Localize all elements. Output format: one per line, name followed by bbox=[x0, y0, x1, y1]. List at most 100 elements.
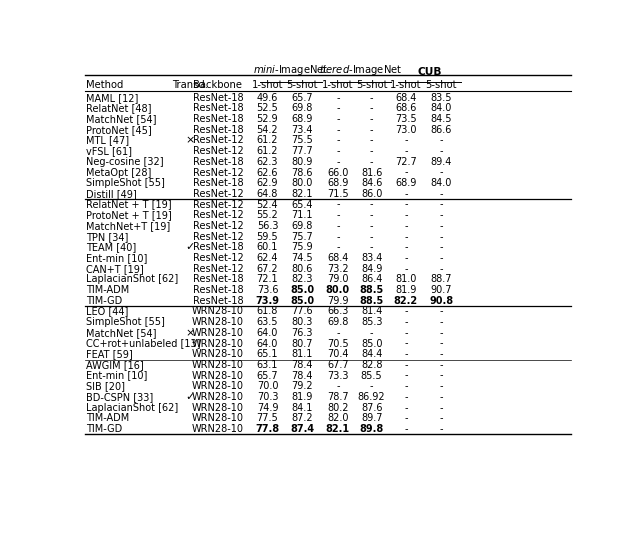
Text: -: - bbox=[370, 103, 373, 114]
Text: -: - bbox=[439, 200, 443, 210]
Text: -: - bbox=[404, 360, 408, 370]
Text: 80.7: 80.7 bbox=[291, 338, 313, 349]
Text: -: - bbox=[439, 424, 443, 434]
Text: 64.8: 64.8 bbox=[257, 189, 278, 199]
Text: CAN+T [19]: CAN+T [19] bbox=[86, 264, 144, 274]
Text: 5-shot: 5-shot bbox=[356, 80, 387, 90]
Text: ResNet-18: ResNet-18 bbox=[193, 274, 243, 285]
Text: 70.3: 70.3 bbox=[257, 392, 278, 402]
Text: -: - bbox=[404, 221, 408, 231]
Text: ResNet-18: ResNet-18 bbox=[193, 285, 243, 295]
Text: 89.4: 89.4 bbox=[431, 157, 452, 167]
Text: FEAT [59]: FEAT [59] bbox=[86, 349, 132, 359]
Text: -: - bbox=[439, 136, 443, 145]
Text: -: - bbox=[336, 381, 340, 391]
Text: -: - bbox=[336, 200, 340, 210]
Text: ResNet-18: ResNet-18 bbox=[193, 114, 243, 124]
Text: -: - bbox=[404, 424, 408, 434]
Text: 70.5: 70.5 bbox=[327, 338, 349, 349]
Text: -: - bbox=[336, 232, 340, 242]
Text: 81.1: 81.1 bbox=[292, 349, 313, 359]
Text: ResNet-12: ResNet-12 bbox=[193, 210, 243, 220]
Text: ProtoNet + T [19]: ProtoNet + T [19] bbox=[86, 210, 172, 220]
Text: 86.0: 86.0 bbox=[361, 189, 382, 199]
Text: 86.6: 86.6 bbox=[431, 125, 452, 134]
Text: -: - bbox=[439, 232, 443, 242]
Text: 84.1: 84.1 bbox=[292, 402, 313, 413]
Text: -: - bbox=[439, 392, 443, 402]
Text: -: - bbox=[404, 200, 408, 210]
Text: -: - bbox=[404, 328, 408, 338]
Text: 73.6: 73.6 bbox=[257, 285, 278, 295]
Text: 84.5: 84.5 bbox=[430, 114, 452, 124]
Text: -: - bbox=[404, 264, 408, 274]
Text: 86.4: 86.4 bbox=[361, 274, 382, 285]
Text: Neg-cosine [32]: Neg-cosine [32] bbox=[86, 157, 164, 167]
Text: Transd.: Transd. bbox=[172, 80, 208, 90]
Text: -: - bbox=[336, 210, 340, 220]
Text: TIM-GD: TIM-GD bbox=[86, 296, 122, 306]
Text: -: - bbox=[439, 381, 443, 391]
Text: -: - bbox=[439, 402, 443, 413]
Text: 77.5: 77.5 bbox=[257, 413, 278, 423]
Text: -: - bbox=[404, 253, 408, 263]
Text: 70.4: 70.4 bbox=[327, 349, 349, 359]
Text: MAML [12]: MAML [12] bbox=[86, 93, 138, 103]
Text: ResNet-12: ResNet-12 bbox=[193, 264, 243, 274]
Text: $\mathit{mini}$-ImageNet: $\mathit{mini}$-ImageNet bbox=[253, 63, 329, 77]
Text: 78.6: 78.6 bbox=[291, 167, 313, 178]
Text: 83.5: 83.5 bbox=[430, 93, 452, 103]
Text: SimpleShot [55]: SimpleShot [55] bbox=[86, 178, 165, 188]
Text: 88.7: 88.7 bbox=[430, 274, 452, 285]
Text: 55.2: 55.2 bbox=[257, 210, 278, 220]
Text: 75.5: 75.5 bbox=[291, 136, 313, 145]
Text: 65.7: 65.7 bbox=[291, 93, 313, 103]
Text: 68.9: 68.9 bbox=[395, 178, 417, 188]
Text: 85.0: 85.0 bbox=[290, 296, 314, 306]
Text: -: - bbox=[439, 338, 443, 349]
Text: MTL [47]: MTL [47] bbox=[86, 136, 129, 145]
Text: 80.3: 80.3 bbox=[292, 317, 313, 327]
Text: -: - bbox=[404, 146, 408, 156]
Text: -: - bbox=[336, 136, 340, 145]
Text: SIB [20]: SIB [20] bbox=[86, 381, 125, 391]
Text: MetaOpt [28]: MetaOpt [28] bbox=[86, 167, 151, 178]
Text: ResNet-18: ResNet-18 bbox=[193, 242, 243, 252]
Text: -: - bbox=[439, 146, 443, 156]
Text: 75.9: 75.9 bbox=[291, 242, 313, 252]
Text: -: - bbox=[370, 93, 373, 103]
Text: 79.0: 79.0 bbox=[327, 274, 349, 285]
Text: 90.7: 90.7 bbox=[430, 285, 452, 295]
Text: 82.8: 82.8 bbox=[361, 360, 382, 370]
Text: -: - bbox=[336, 125, 340, 134]
Text: 68.6: 68.6 bbox=[395, 103, 417, 114]
Text: 82.1: 82.1 bbox=[291, 189, 313, 199]
Text: -: - bbox=[370, 114, 373, 124]
Text: -: - bbox=[370, 381, 373, 391]
Text: 1-shot: 1-shot bbox=[322, 80, 354, 90]
Text: -: - bbox=[404, 232, 408, 242]
Text: 83.4: 83.4 bbox=[361, 253, 382, 263]
Text: 90.8: 90.8 bbox=[429, 296, 453, 306]
Text: 72.1: 72.1 bbox=[257, 274, 278, 285]
Text: 79.2: 79.2 bbox=[291, 381, 313, 391]
Text: -: - bbox=[370, 232, 373, 242]
Text: 73.9: 73.9 bbox=[255, 296, 280, 306]
Text: -: - bbox=[404, 136, 408, 145]
Text: 85.3: 85.3 bbox=[361, 317, 382, 327]
Text: -: - bbox=[404, 167, 408, 178]
Text: WRN28-10: WRN28-10 bbox=[192, 424, 244, 434]
Text: -: - bbox=[404, 307, 408, 316]
Text: 68.9: 68.9 bbox=[292, 114, 313, 124]
Text: -: - bbox=[370, 221, 373, 231]
Text: ×: × bbox=[186, 136, 195, 145]
Text: -: - bbox=[370, 242, 373, 252]
Text: ResNet-12: ResNet-12 bbox=[193, 136, 243, 145]
Text: WRN28-10: WRN28-10 bbox=[192, 413, 244, 423]
Text: 1-shot: 1-shot bbox=[252, 80, 284, 90]
Text: 59.5: 59.5 bbox=[257, 232, 278, 242]
Text: -: - bbox=[404, 317, 408, 327]
Text: 73.2: 73.2 bbox=[327, 264, 349, 274]
Text: 74.5: 74.5 bbox=[291, 253, 313, 263]
Text: ResNet-12: ResNet-12 bbox=[193, 253, 243, 263]
